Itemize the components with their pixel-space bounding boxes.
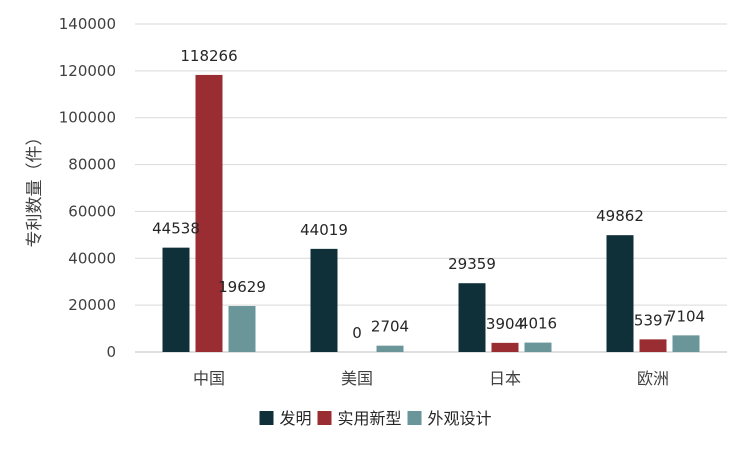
gridlines: [135, 23, 727, 353]
data-label: 118266: [180, 47, 237, 65]
data-label: 49862: [596, 207, 644, 225]
legend-label: 发明: [280, 409, 312, 428]
category-label: 美国: [341, 369, 373, 388]
bar: [162, 247, 190, 352]
x-axis-categories: 中国 美国 日本 欧洲: [193, 369, 669, 388]
bar: [491, 342, 519, 352]
data-label: 0: [352, 324, 362, 342]
y-tick-label: 120000: [59, 62, 116, 80]
y-axis-label: 专利数量（件）: [25, 129, 45, 248]
bar: [195, 74, 223, 353]
legend-swatch: [259, 411, 274, 425]
y-axis-ticks: 0 20000 40000 60000 80000 100000 120000 140000: [59, 15, 116, 361]
data-label: 2704: [371, 318, 409, 336]
legend-label: 实用新型: [338, 409, 402, 428]
data-label: 3904: [486, 315, 524, 333]
category-label: 中国: [193, 369, 225, 388]
y-tick-label: 20000: [68, 296, 116, 314]
data-label: 5397: [634, 311, 672, 329]
bar: [310, 248, 338, 352]
data-label: 7104: [667, 307, 705, 325]
legend: 发明 实用新型 外观设计: [259, 409, 492, 428]
legend-swatch: [407, 411, 422, 425]
y-tick-label: 0: [106, 343, 116, 361]
bar: [458, 283, 486, 352]
data-label: 44019: [300, 221, 348, 239]
bar: [672, 335, 700, 352]
y-tick-label: 140000: [59, 15, 116, 33]
category-label: 日本: [489, 369, 521, 388]
y-tick-label: 60000: [68, 202, 116, 220]
bar: [228, 306, 256, 352]
data-label: 44538: [152, 220, 200, 238]
bars: [162, 74, 700, 353]
y-tick-label: 80000: [68, 156, 116, 174]
legend-label: 外观设计: [428, 409, 492, 428]
bar: [524, 342, 552, 352]
y-tick-label: 40000: [68, 249, 116, 267]
category-label: 欧洲: [637, 369, 669, 388]
bar: [376, 345, 404, 352]
bar: [639, 339, 667, 352]
legend-swatch: [317, 411, 332, 425]
data-label: 19629: [218, 278, 266, 296]
y-tick-label: 100000: [59, 109, 116, 127]
bar: [606, 235, 634, 352]
data-label: 29359: [448, 255, 496, 273]
data-label: 4016: [519, 315, 557, 333]
